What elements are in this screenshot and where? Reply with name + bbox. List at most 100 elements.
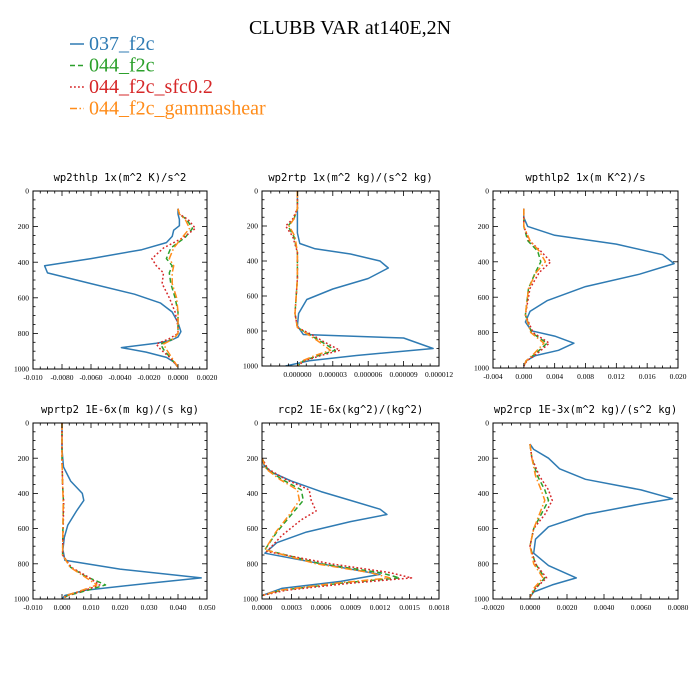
series-line-044_f2c_gammashear (61, 423, 98, 599)
figure-title: CLUBB VAR at140E,2N (249, 17, 451, 39)
panel-title: wprtp2 1E-6x(m kg)/(s kg) (41, 404, 199, 416)
panel-4: wprtp2 1E-6x(m kg)/(s kg) -0.010 0.000 0.01… (14, 404, 216, 612)
y-tick-label: 600 (478, 293, 490, 302)
x-tick-label: 0.0040 (594, 603, 615, 612)
panel-title: wp2thlp 1x(m^2 K)/s^2 (54, 172, 187, 184)
y-tick-label: 0 (254, 419, 258, 428)
x-tick-label: 0.030 (141, 603, 158, 612)
panel-6: wp2rcp 1E-3x(m^2 kg)/(s^2 kg) -0.0020 0.00… (474, 404, 689, 612)
series-group (262, 457, 413, 597)
series-line-044_f2c (159, 208, 194, 368)
series-line-037_f2c (529, 443, 674, 598)
y-tick-label: 400 (247, 489, 259, 498)
x-tick-label: 0.000006 (354, 370, 382, 379)
x-tick-label: -0.0040 (108, 373, 131, 382)
y-tick-label: 600 (478, 524, 490, 533)
panel-3: wpthlp2 1x(m K^2)/s -0.004 0.000 0.004 0.008… (474, 172, 687, 381)
series-line-037_f2c (262, 457, 388, 597)
x-tick-label: 0.020 (670, 372, 687, 381)
legend-label: 044_f2c_sfc0.2 (89, 76, 213, 98)
plot-frame (492, 190, 679, 369)
y-tick-label: 400 (478, 257, 490, 266)
x-tick-label: 0.000012 (425, 370, 453, 379)
legend-label: 037_f2c (89, 33, 155, 55)
x-tick-label: -0.010 (23, 373, 43, 382)
y-tick-label: 800 (18, 329, 30, 338)
y-tick-label: 200 (478, 454, 490, 463)
x-tick-label: 0.008 (577, 372, 594, 381)
y-tick-label: 800 (18, 559, 30, 568)
x-tick-label: 0.0009 (340, 603, 361, 612)
y-tick-label: 200 (18, 222, 30, 231)
y-tick-label: 800 (247, 327, 259, 336)
series-line-044_f2c_gammashear (262, 457, 391, 597)
x-tick-label: 0.0000 (520, 603, 541, 612)
series-line-037_f2c (61, 423, 202, 599)
y-tick-label: 400 (478, 489, 490, 498)
x-tick-label: 0.010 (83, 603, 100, 612)
panels: wp2thlp 1x(m^2 K)/s^2 -0.010 -0.0080 -0.006… (14, 172, 689, 612)
series-line-044_f2c_sfc0.2 (61, 423, 101, 599)
y-tick-label: 600 (18, 293, 30, 302)
series-line-044_f2c_gammashear (529, 443, 546, 598)
y-tick-label: 200 (478, 222, 490, 231)
series-line-037_f2c (43, 208, 182, 368)
x-tick-label: 0.000 (515, 372, 532, 381)
plot-frame (32, 422, 208, 600)
x-tick-label: 0.050 (199, 603, 216, 612)
x-tick-label: 0.0060 (631, 603, 652, 612)
plot-frame (261, 190, 440, 367)
x-tick-label: 0.040 (170, 603, 187, 612)
plot-frame (261, 422, 440, 600)
x-tick-label: 0.0018 (429, 603, 450, 612)
y-tick-label: 200 (18, 454, 30, 463)
x-tick-label: 0.0012 (370, 603, 391, 612)
x-tick-label: 0.000003 (319, 370, 347, 379)
legend-label: 044_f2c_gammashear (89, 98, 266, 120)
y-tick-label: 800 (247, 559, 259, 568)
series-line-044_f2c (529, 443, 550, 598)
y-tick-label: 1000 (474, 364, 489, 373)
x-tick-label: 0.0080 (668, 603, 689, 612)
series-group (61, 423, 202, 599)
x-tick-label: 0.0006 (311, 603, 332, 612)
x-tick-label: 0.000009 (390, 370, 418, 379)
x-tick-label: 0.000 (54, 603, 71, 612)
legend-label: 044_f2c (89, 55, 155, 77)
series-line-037_f2c (285, 191, 434, 366)
series-line-044_f2c_gammashear (162, 208, 191, 368)
y-tick-label: 600 (247, 292, 259, 301)
series-line-044_f2c (61, 423, 107, 599)
y-tick-label: 600 (18, 524, 30, 533)
y-tick-label: 1000 (243, 595, 258, 604)
panel-title: wpthlp2 1x(m K^2)/s (525, 172, 645, 184)
y-tick-label: 0 (25, 187, 29, 196)
series-line-044_f2c_sfc0.2 (529, 443, 553, 598)
x-tick-label: 0.0000 (168, 373, 189, 382)
x-tick-label: 0.000000 (283, 370, 311, 379)
y-tick-label: 1000 (14, 365, 29, 374)
x-tick-label: 0.0003 (281, 603, 302, 612)
y-tick-label: 0 (485, 419, 489, 428)
y-tick-label: 0 (485, 187, 489, 196)
x-tick-label: 0.012 (608, 372, 625, 381)
x-tick-label: -0.0020 (137, 373, 160, 382)
y-tick-label: 1000 (243, 362, 258, 371)
y-tick-label: 1000 (474, 595, 489, 604)
series-line-044_f2c_sfc0.2 (262, 457, 413, 597)
panel-2: wp2rtp 1x(m^2 kg)/(s^2 kg) 0.000000 0.0000… (243, 172, 453, 379)
series-group (523, 208, 675, 367)
x-tick-label: 0.0000 (252, 603, 273, 612)
y-tick-label: 800 (478, 559, 490, 568)
y-tick-label: 200 (247, 454, 259, 463)
panel-5: rcp2 1E-6x(kg^2)/(kg^2) 0.0000 0.0003 0.000… (243, 404, 450, 612)
series-line-044_f2c_gammashear (288, 191, 332, 366)
x-tick-label: 0.0015 (399, 603, 420, 612)
y-tick-label: 400 (18, 489, 30, 498)
x-tick-label: -0.010 (23, 603, 43, 612)
series-line-044_f2c (287, 191, 336, 366)
y-tick-label: 200 (247, 222, 259, 231)
plot-frame (492, 422, 679, 600)
y-tick-label: 0 (25, 419, 29, 428)
series-group (284, 191, 434, 366)
